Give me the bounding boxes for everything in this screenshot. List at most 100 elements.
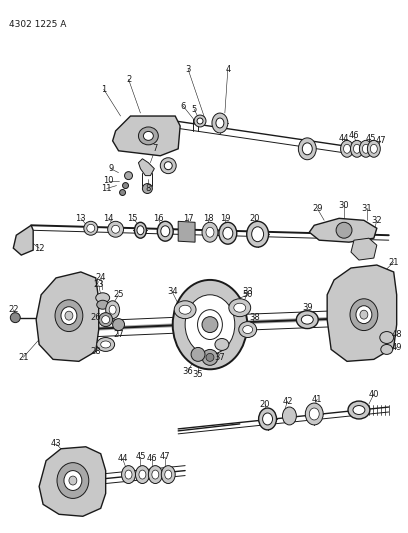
Ellipse shape [122, 466, 135, 483]
Ellipse shape [353, 144, 360, 154]
Ellipse shape [341, 140, 353, 157]
Text: 8: 8 [146, 184, 151, 193]
Ellipse shape [309, 408, 319, 420]
Ellipse shape [202, 222, 218, 242]
Text: 2: 2 [126, 75, 131, 84]
Circle shape [112, 225, 120, 233]
Circle shape [113, 319, 124, 330]
Text: 25: 25 [113, 290, 124, 300]
Ellipse shape [350, 299, 378, 330]
Circle shape [122, 183, 129, 189]
Ellipse shape [61, 306, 77, 325]
Ellipse shape [305, 403, 323, 425]
Circle shape [99, 313, 113, 327]
Text: 4: 4 [225, 65, 231, 74]
Text: 13: 13 [75, 214, 86, 223]
Text: 10: 10 [103, 176, 114, 185]
Polygon shape [178, 221, 195, 242]
Circle shape [202, 317, 218, 333]
Ellipse shape [296, 311, 318, 328]
Circle shape [206, 353, 214, 361]
Ellipse shape [96, 293, 110, 303]
Text: 34: 34 [167, 287, 177, 296]
Ellipse shape [259, 408, 277, 430]
Text: 46: 46 [147, 454, 157, 463]
Ellipse shape [97, 337, 115, 351]
Ellipse shape [344, 144, 350, 154]
Ellipse shape [161, 466, 175, 483]
Text: 18: 18 [203, 214, 213, 223]
Text: 49: 49 [391, 343, 402, 352]
Text: 9: 9 [108, 164, 113, 173]
Polygon shape [36, 272, 99, 361]
Text: 35: 35 [193, 370, 203, 379]
Ellipse shape [179, 305, 191, 314]
Circle shape [124, 172, 133, 180]
Ellipse shape [356, 306, 372, 324]
Ellipse shape [215, 338, 229, 350]
Text: 6: 6 [180, 102, 186, 111]
Circle shape [87, 224, 95, 232]
Ellipse shape [380, 332, 394, 343]
Text: 45: 45 [135, 452, 146, 461]
Text: 36: 36 [183, 367, 193, 376]
Text: 30: 30 [339, 201, 349, 210]
Text: 39: 39 [302, 303, 313, 312]
Text: 28: 28 [91, 347, 101, 356]
Ellipse shape [239, 321, 257, 337]
Ellipse shape [138, 127, 158, 145]
Text: 20: 20 [259, 400, 270, 409]
Circle shape [194, 115, 206, 127]
Ellipse shape [298, 138, 316, 160]
Ellipse shape [263, 413, 273, 425]
Ellipse shape [353, 406, 365, 415]
Ellipse shape [348, 401, 370, 419]
Polygon shape [327, 265, 397, 361]
Text: 24: 24 [95, 273, 106, 282]
Ellipse shape [69, 476, 77, 485]
Ellipse shape [149, 466, 162, 483]
Text: 44: 44 [118, 454, 128, 463]
Ellipse shape [139, 470, 146, 479]
Polygon shape [138, 159, 154, 175]
Circle shape [120, 190, 126, 196]
Ellipse shape [350, 140, 364, 157]
Text: 5: 5 [191, 104, 197, 114]
Ellipse shape [282, 407, 296, 425]
Ellipse shape [359, 140, 373, 157]
Ellipse shape [165, 470, 172, 479]
Ellipse shape [247, 221, 268, 247]
Text: 3: 3 [185, 65, 191, 74]
Text: 45: 45 [366, 134, 376, 143]
Text: 7: 7 [153, 144, 158, 154]
Ellipse shape [137, 226, 144, 235]
Polygon shape [39, 447, 106, 516]
Text: 11: 11 [102, 184, 112, 193]
Ellipse shape [185, 295, 235, 354]
Circle shape [191, 348, 205, 361]
Text: 47: 47 [160, 452, 171, 461]
Text: 14: 14 [103, 214, 114, 223]
Polygon shape [309, 219, 377, 242]
Text: 33: 33 [242, 287, 253, 296]
Ellipse shape [109, 305, 116, 314]
Circle shape [160, 158, 176, 174]
Ellipse shape [65, 311, 73, 320]
Text: 27: 27 [113, 330, 124, 339]
Text: 20: 20 [249, 214, 260, 223]
Ellipse shape [152, 470, 159, 479]
Text: 31: 31 [361, 204, 372, 213]
Ellipse shape [223, 227, 233, 239]
Text: 41: 41 [312, 394, 322, 403]
Circle shape [84, 221, 98, 235]
Circle shape [108, 221, 124, 237]
Circle shape [202, 350, 218, 365]
Ellipse shape [302, 315, 313, 324]
Circle shape [336, 222, 352, 238]
Ellipse shape [367, 140, 380, 157]
Ellipse shape [370, 144, 377, 154]
Circle shape [164, 161, 172, 169]
Text: 50: 50 [242, 290, 253, 300]
Text: 21: 21 [18, 353, 29, 362]
Text: 32: 32 [372, 216, 382, 225]
